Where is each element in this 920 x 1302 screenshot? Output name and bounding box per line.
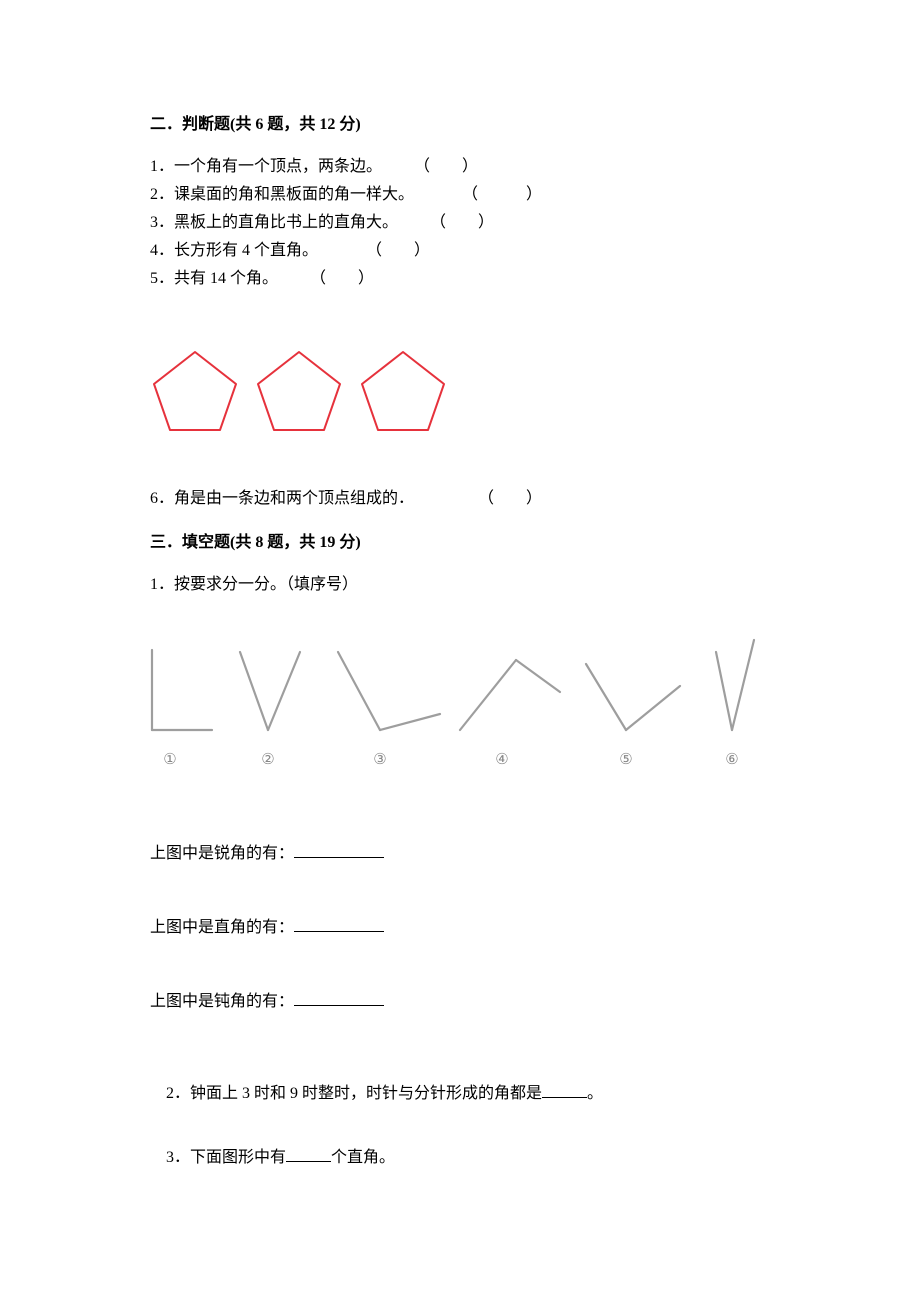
pentagon-figure xyxy=(150,348,780,434)
svg-text:②: ② xyxy=(261,752,274,768)
svg-text:③: ③ xyxy=(373,752,386,768)
s2-q3: 3．黑板上的直角比书上的直角大。 （ ） xyxy=(150,208,780,232)
s3-q2-pre: 2．钟面上 3 时和 9 时整时，时针与分针形成的角都是 xyxy=(166,1085,542,1102)
s2-q5: 5．共有 14 个角。 （ ） xyxy=(150,264,780,288)
s2-q6: 6．角是由一条边和两个顶点组成的． （ ） xyxy=(150,484,780,508)
prompt-right-label: 上图中是直角的有： xyxy=(150,919,294,936)
s3-q3-pre: 3．下面图形中有 xyxy=(166,1149,286,1166)
s3-q1: 1．按要求分一分。（填序号） xyxy=(150,570,780,594)
prompt-obtuse: 上图中是钝角的有： xyxy=(150,987,780,1011)
s3-q2: 2．钟面上 3 时和 9 时整时，时针与分针形成的角都是 。 xyxy=(150,1061,780,1121)
s2-q1: 1．一个角有一个顶点，两条边。 （ ） xyxy=(150,152,780,176)
prompt-acute-label: 上图中是锐角的有： xyxy=(150,845,294,862)
s3-q3-post: 个直角。 xyxy=(331,1149,395,1166)
prompt-acute: 上图中是锐角的有： xyxy=(150,839,780,863)
svg-text:①: ① xyxy=(163,752,176,768)
blank-q3[interactable] xyxy=(286,1145,331,1162)
svg-text:④: ④ xyxy=(495,752,508,768)
svg-text:⑥: ⑥ xyxy=(725,752,738,768)
svg-text:⑤: ⑤ xyxy=(619,752,632,768)
angles-figure: ① ② ③ ④ ⑤ ⑥ xyxy=(140,634,780,789)
blank-acute[interactable] xyxy=(294,841,384,858)
blank-obtuse[interactable] xyxy=(294,989,384,1006)
s3-q2-post: 。 xyxy=(587,1085,603,1102)
section3-title: 三．填空题(共 8 题，共 19 分) xyxy=(150,528,780,552)
s2-q4: 4．长方形有 4 个直角。 （ ） xyxy=(150,236,780,260)
prompt-right: 上图中是直角的有： xyxy=(150,913,780,937)
s3-q3: 3．下面图形中有 个直角。 xyxy=(150,1125,780,1185)
s2-q2: 2．课桌面的角和黑板面的角一样大。 （ ） xyxy=(150,180,780,204)
section2-title: 二．判断题(共 6 题，共 12 分) xyxy=(150,110,780,134)
blank-q2[interactable] xyxy=(542,1081,587,1098)
prompt-obtuse-label: 上图中是钝角的有： xyxy=(150,993,294,1010)
blank-right[interactable] xyxy=(294,915,384,932)
